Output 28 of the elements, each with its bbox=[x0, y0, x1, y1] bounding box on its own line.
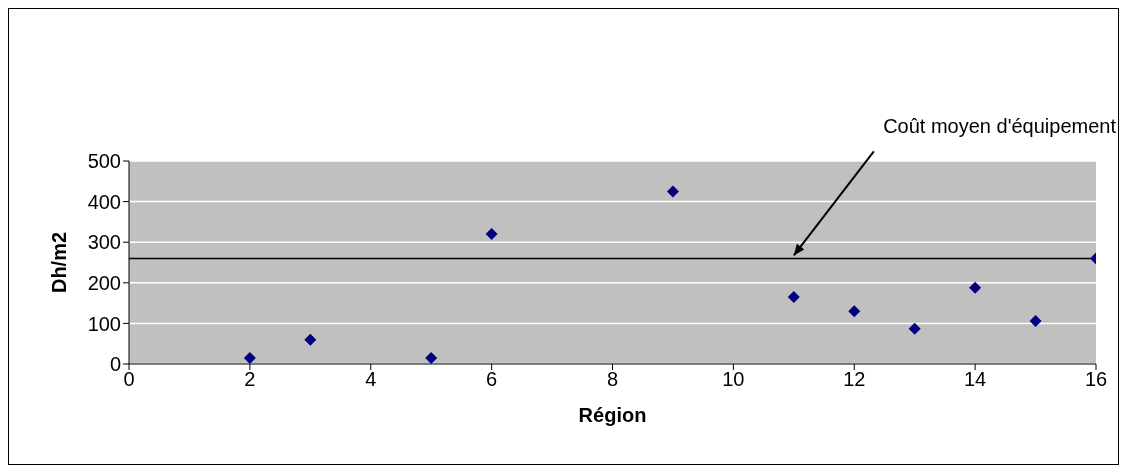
point bbox=[485, 228, 498, 241]
x-tick-label: 0 bbox=[123, 368, 135, 391]
point bbox=[304, 333, 317, 346]
y-tick-label: 100 bbox=[87, 312, 121, 335]
y-tick-label: 200 bbox=[87, 271, 121, 294]
point bbox=[908, 322, 921, 335]
x-tick-label: 14 bbox=[964, 368, 987, 391]
y-axis-title: Dh/m2 bbox=[48, 231, 71, 294]
point bbox=[787, 291, 800, 304]
x-tick-label: 16 bbox=[1084, 368, 1108, 391]
x-tick-label: 10 bbox=[722, 368, 745, 391]
y-tick-label: 400 bbox=[87, 190, 121, 213]
x-axis-title: Région bbox=[578, 404, 647, 426]
x-tick-label: 8 bbox=[606, 368, 619, 391]
point bbox=[243, 351, 256, 364]
ref-line-label: Coût moyen d'équipement bbox=[883, 115, 1117, 138]
point bbox=[1029, 314, 1042, 327]
y-tick-label: 0 bbox=[109, 353, 121, 376]
y-tick-label: 300 bbox=[87, 231, 121, 254]
point bbox=[848, 305, 861, 318]
point bbox=[425, 351, 438, 364]
x-tick-label: 12 bbox=[843, 368, 866, 391]
x-tick-label: 4 bbox=[365, 368, 377, 391]
point bbox=[969, 281, 982, 294]
x-tick-label: 6 bbox=[486, 368, 498, 391]
point bbox=[666, 185, 679, 198]
y-tick-label: 500 bbox=[87, 150, 121, 173]
x-tick-label: 2 bbox=[244, 368, 256, 391]
